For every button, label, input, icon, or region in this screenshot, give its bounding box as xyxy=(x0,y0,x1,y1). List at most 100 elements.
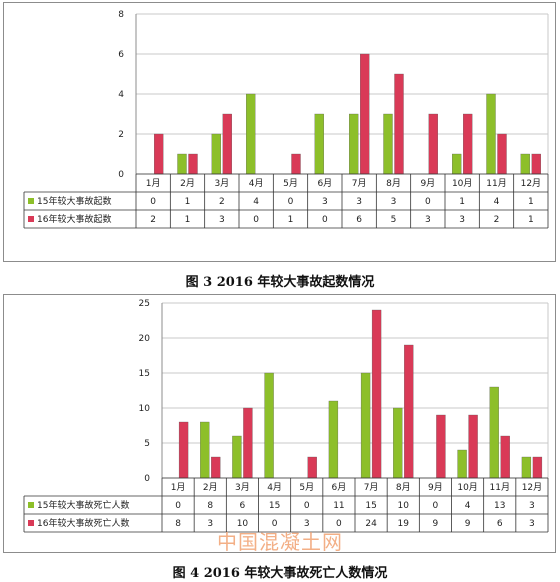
x-category-label: 8月 xyxy=(396,482,411,493)
data-table-value: 2 xyxy=(150,215,156,225)
legend-series-name: 16年较大事故起数 xyxy=(37,213,111,225)
x-category-label: 3月 xyxy=(214,178,229,189)
data-table-value: 4 xyxy=(465,501,471,511)
x-category-label: 6月 xyxy=(332,482,347,493)
legend-series-name: 15年较大事故起数 xyxy=(37,195,111,207)
legend-swatch xyxy=(28,520,34,526)
x-category-label: 10月 xyxy=(457,482,477,493)
y-tick-label: 4 xyxy=(118,90,124,100)
x-category-label: 3月 xyxy=(235,482,250,493)
x-category-label: 12月 xyxy=(522,482,542,493)
y-tick-label: 15 xyxy=(139,369,150,379)
data-table-value: 0 xyxy=(304,501,310,511)
x-category-label: 12月 xyxy=(521,178,541,189)
data-table-value: 0 xyxy=(288,197,294,207)
data-table-value: 0 xyxy=(433,501,439,511)
bar-red xyxy=(500,435,510,479)
data-table-value: 15 xyxy=(365,501,376,511)
data-table-value: 6 xyxy=(497,519,503,529)
y-tick-label: 2 xyxy=(118,130,124,140)
data-table-value: 24 xyxy=(365,519,377,529)
data-table-value: 0 xyxy=(425,197,431,207)
data-table-value: 0 xyxy=(322,215,328,225)
data-table-value: 10 xyxy=(237,519,249,529)
y-tick-label: 5 xyxy=(144,439,150,449)
y-tick-label: 10 xyxy=(139,404,151,414)
bar-green xyxy=(264,372,274,479)
x-category-label: 9月 xyxy=(420,178,435,189)
data-table-value: 11 xyxy=(333,501,344,511)
x-category-label: 7月 xyxy=(364,482,379,493)
x-category-label: 6月 xyxy=(317,178,332,189)
legend-series-name: 15年较大事故死亡人数 xyxy=(37,499,129,511)
data-table-value: 9 xyxy=(433,519,439,529)
data-table-value: 3 xyxy=(356,197,362,207)
y-tick-label: 6 xyxy=(118,50,124,60)
data-table-value: 0 xyxy=(253,215,259,225)
data-table-value: 3 xyxy=(322,197,328,207)
x-category-label: 10月 xyxy=(452,178,472,189)
x-category-label: 11月 xyxy=(490,482,510,493)
bar-green xyxy=(521,456,532,479)
y-tick-label: 8 xyxy=(118,10,124,20)
chart-2-caption: 图 4 2016 年较大事故死亡人数情况 xyxy=(172,566,388,581)
data-table-value: 8 xyxy=(207,501,213,511)
bar-green xyxy=(232,435,242,479)
data-table-value: 2 xyxy=(219,197,225,207)
x-category-label: 5月 xyxy=(283,178,298,189)
legend-swatch xyxy=(28,198,34,204)
data-table-value: 4 xyxy=(494,197,500,207)
data-table-value: 3 xyxy=(529,501,535,511)
data-table-value: 0 xyxy=(272,519,278,529)
bar-red xyxy=(307,456,317,479)
x-category-label: 9月 xyxy=(428,482,443,493)
data-table-value: 3 xyxy=(304,519,310,529)
data-table-value: 0 xyxy=(150,197,156,207)
x-category-label: 1月 xyxy=(171,482,186,493)
bar-red xyxy=(436,414,446,479)
x-category-label: 7月 xyxy=(352,178,367,189)
data-table-value: 4 xyxy=(253,197,259,207)
data-table-value: 13 xyxy=(494,501,505,511)
x-category-label: 4月 xyxy=(249,178,264,189)
x-category-label: 11月 xyxy=(486,178,506,189)
x-category-label: 5月 xyxy=(299,482,314,493)
data-table-value: 1 xyxy=(185,197,191,207)
chart-2-svg: 0 5 10 15 20 25 1月 2月 3月 4月 5月 6月 7月 8月 9月 10月 11月 12月 15年… xyxy=(23,299,549,533)
data-table-value: 2 xyxy=(494,215,500,225)
bar-green xyxy=(393,407,403,479)
data-table-value: 1 xyxy=(528,197,534,207)
bar-red xyxy=(468,414,478,479)
y-tick-label: 25 xyxy=(139,299,150,309)
data-table-value: 1 xyxy=(288,215,294,225)
data-table-value: 3 xyxy=(425,215,431,225)
data-table-value: 10 xyxy=(398,501,410,511)
data-table-value: 6 xyxy=(356,215,362,225)
data-table-value: 3 xyxy=(207,519,213,529)
data-table-value: 15 xyxy=(269,501,280,511)
bar-red xyxy=(243,407,253,479)
data-table-value: 1 xyxy=(459,197,465,207)
data-table-value: 0 xyxy=(336,519,342,529)
bar-green xyxy=(489,386,499,479)
bar-green xyxy=(457,449,467,479)
y-tick-label: 0 xyxy=(144,474,150,484)
chart-2-frame xyxy=(3,294,556,553)
data-table-value: 3 xyxy=(459,215,465,225)
bar-red xyxy=(178,421,189,479)
data-table-value: 1 xyxy=(528,215,534,225)
bar-red xyxy=(532,456,543,479)
watermark-text: 中国混凝土网 xyxy=(217,530,343,554)
bar-green xyxy=(200,421,210,479)
bar-red xyxy=(211,456,221,479)
bar-red xyxy=(404,344,414,479)
data-table-value: 3 xyxy=(391,197,397,207)
data-table-value: 3 xyxy=(219,215,225,225)
bar-red xyxy=(371,309,382,479)
x-category-label: 2月 xyxy=(180,178,195,189)
data-table-value: 5 xyxy=(391,215,397,225)
legend-swatch xyxy=(28,502,34,508)
chart-1-caption: 图 3 2016 年较大事故起数情况 xyxy=(185,275,375,290)
data-table-value: 6 xyxy=(240,501,246,511)
x-category-label: 8月 xyxy=(386,178,401,189)
